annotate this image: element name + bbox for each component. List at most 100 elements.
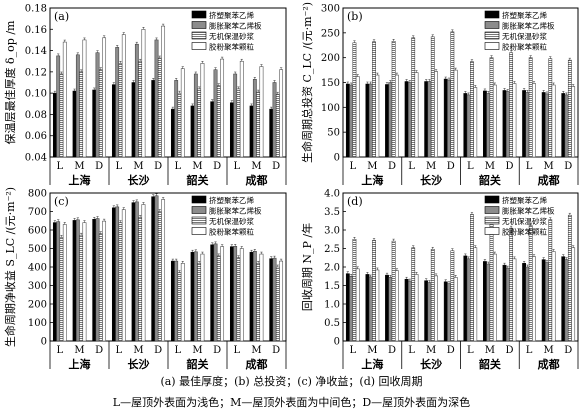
bar [345,273,350,342]
city-label: 上海 [69,173,91,187]
bar [385,274,389,342]
x-tick-label: M [544,345,554,356]
y-tick-label: 4.0 [324,189,340,200]
figure-caption-line-2: L—屋顶外表面为浅色；M—屋顶外表面为中间色；D—屋顶外表面为深色 [112,396,471,409]
bar [427,81,432,158]
y-axis-label: 回收周期 N_P /年 [300,223,314,311]
legend-entry: 胶粉聚苯颗粒 [209,42,254,52]
bar [236,88,241,158]
x-tick-label: L [234,161,241,172]
bar [193,73,198,158]
bar [551,84,556,158]
legend-entry: 挤塑聚苯乙烯 [209,195,254,205]
x-tick-label: L [175,161,182,172]
bar [548,58,553,158]
bar [111,84,116,158]
bar [102,220,107,342]
bar [355,76,360,158]
bar [447,283,451,342]
bar [385,84,389,158]
bar [486,263,491,342]
bar [528,57,533,158]
y-tick-label: 2.5 [324,244,340,255]
bar [269,258,274,342]
bar [134,201,139,342]
legend-entry: 挤塑聚苯乙烯 [502,195,547,205]
bar [256,91,261,158]
city-label: 上海 [69,357,91,371]
bar [174,80,179,158]
bar [92,89,97,158]
bar [509,227,514,342]
bar [161,25,166,158]
x-tick-label: D [213,345,221,356]
bar [352,239,357,342]
bar [95,218,100,342]
bar [279,260,284,342]
y-tick-label: 150 [321,78,340,89]
bar [98,69,103,158]
x-tick-label: D [447,161,455,172]
legend-swatch [191,21,207,29]
bar [561,93,566,158]
x-tick-label: L [408,345,415,356]
bar [567,59,572,158]
bar [154,195,159,342]
y-tick-label: 800 [28,189,47,200]
bar [279,69,284,158]
bar [180,68,185,158]
bar [349,276,354,342]
y-axis-label: 生命周期净收益 S_LC /(元·m⁻²) [3,187,17,347]
bar [512,83,517,158]
bar [151,196,156,342]
bar [200,253,205,342]
x-tick-label: D [505,161,513,172]
x-tick-label: D [272,161,280,172]
bar [134,43,139,158]
city-label: 上海 [361,173,383,187]
bar [269,108,274,158]
x-tick-label: L [57,161,64,172]
y-tick-label: 1.0 [324,300,340,311]
bar [395,270,399,342]
x-tick-label: M [133,161,143,172]
legend-swatch [191,31,207,40]
bar [489,57,494,158]
y-tick-label: 0.04 [25,153,47,164]
bar [180,263,185,342]
y-tick-label: 300 [28,281,47,292]
bar [233,246,238,342]
bar [239,248,244,342]
bar [368,83,373,158]
chart-panel-4: 0 0.5 1.0 1.5 2.0 2.5 3.0 3.5 4.0 回收周期 N_P /年 (d) L… [300,189,579,371]
bar [571,86,576,158]
y-tick-label: 0.08 [25,110,47,121]
bar [197,88,202,158]
bar [522,90,526,158]
bar [56,221,61,342]
y-tick-label: 700 [28,207,47,218]
x-tick-label: L [57,345,64,356]
legend-entry: 胶粉聚苯颗粒 [209,227,254,237]
bar [213,69,218,158]
x-tick-label: L [116,161,123,172]
bar [233,73,238,158]
bar [141,29,146,158]
x-tick-label: D [447,345,455,356]
city-label: 韶关 [187,357,209,371]
bar [177,272,182,342]
bar [236,257,241,342]
y-tick-label: 0.10 [25,89,47,100]
bar [170,108,175,158]
bar [388,277,393,342]
y-tick-label: 0.18 [25,4,47,15]
city-label: 上海 [361,357,383,371]
bar [372,240,376,342]
bar [157,211,162,342]
x-tick-label: M [367,345,377,356]
y-tick-label: 1.5 [324,281,340,292]
x-tick-label: D [213,161,221,172]
bar [463,93,468,158]
bar [564,259,569,342]
bar [375,74,380,158]
